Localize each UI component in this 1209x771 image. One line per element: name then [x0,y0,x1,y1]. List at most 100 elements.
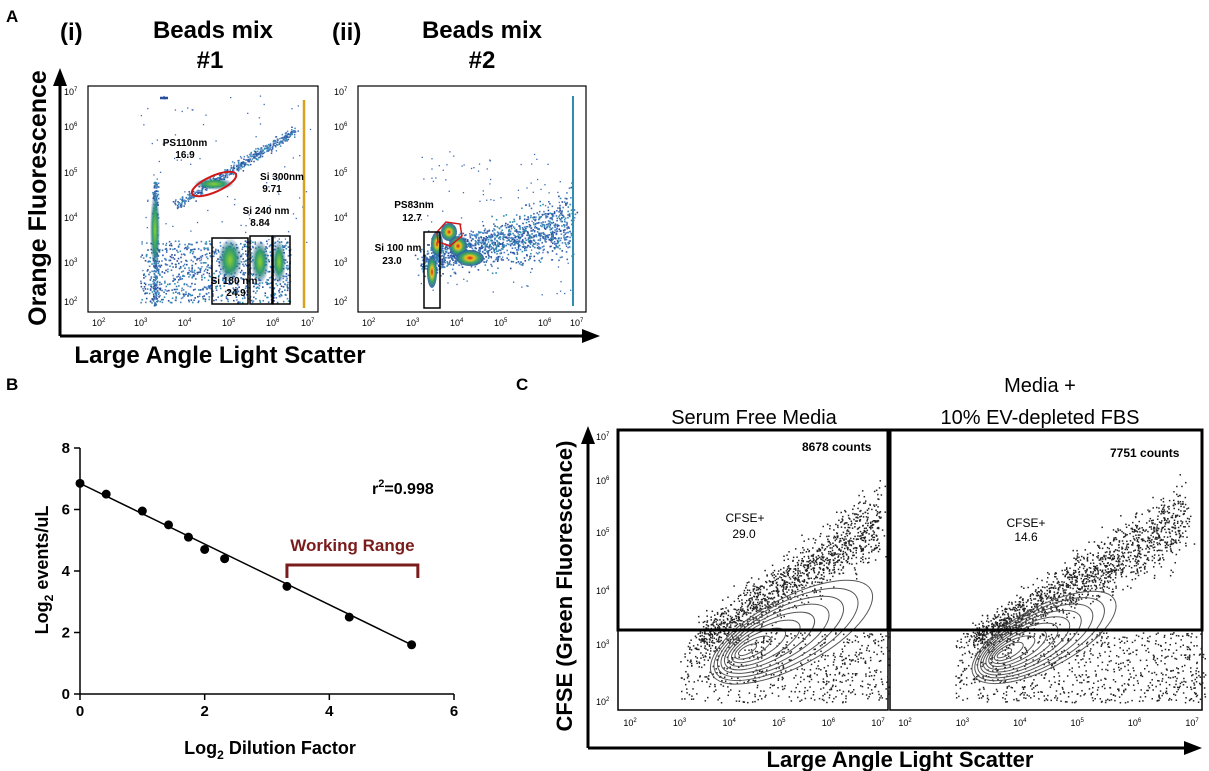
event [841,693,843,695]
event [855,547,858,549]
event [146,270,149,272]
event [505,226,508,229]
event [534,243,536,245]
event [290,130,293,133]
event [527,237,530,239]
event [200,249,202,252]
event [737,608,740,611]
event [244,250,247,252]
event [140,114,143,117]
event [414,254,417,257]
event [163,296,166,298]
event [728,642,731,644]
event [681,698,683,700]
event [441,254,443,257]
event [554,243,556,245]
event [442,251,445,254]
event [462,232,465,235]
event [229,281,232,284]
event [502,233,505,236]
event [240,164,243,167]
event [555,215,558,217]
tick: 103 [134,318,148,328]
event [215,289,218,292]
event [266,296,268,299]
event [243,161,246,164]
event [522,230,525,233]
event [243,158,245,161]
event [814,576,817,579]
event [264,292,267,295]
event [523,247,526,250]
event [848,542,850,545]
event [703,647,706,649]
event [525,204,528,206]
event [722,626,725,628]
event [235,286,237,289]
event [755,610,758,613]
event [544,184,546,186]
event [287,246,290,248]
event [162,298,165,301]
event [480,236,482,239]
event [689,646,691,649]
event [180,206,182,208]
event [723,622,725,625]
event [266,182,268,184]
event [455,260,458,263]
event [174,283,176,285]
event [817,581,819,584]
event [718,632,720,634]
event [687,645,690,648]
event [239,271,242,274]
event [267,283,270,285]
event [713,642,716,644]
event [290,129,293,131]
event [159,294,161,297]
event [746,591,749,594]
event [286,140,288,142]
event [529,257,531,260]
event [228,289,230,292]
event [831,685,834,688]
event [843,558,845,560]
event [285,244,287,247]
event [868,533,870,535]
plot-a-i: 102 103 104 105 106 107 102 103 104 105 … [64,85,319,328]
event [817,554,820,557]
event [520,263,523,266]
event [544,228,547,230]
event [826,546,828,548]
event [155,285,158,287]
event [803,578,806,581]
event [179,203,182,205]
event [244,162,247,165]
panel-letter-c: C [516,375,528,394]
event [559,209,561,212]
event [746,608,749,611]
event [158,292,160,294]
event [854,569,856,571]
tick: 107 [570,318,584,328]
event [566,201,569,204]
event [302,206,304,208]
event [254,241,257,243]
event [708,645,711,647]
event [720,624,722,626]
event [803,580,806,582]
plot-a-ii-events [414,96,579,306]
event [230,283,233,285]
event [235,282,238,285]
event [724,621,726,624]
event [206,271,209,274]
event [726,632,729,635]
event [520,241,523,244]
event [841,650,844,653]
event [171,262,173,265]
event [196,273,199,275]
event [855,513,858,515]
event [494,247,497,250]
event [234,279,237,282]
event [697,644,699,646]
event [568,227,570,229]
